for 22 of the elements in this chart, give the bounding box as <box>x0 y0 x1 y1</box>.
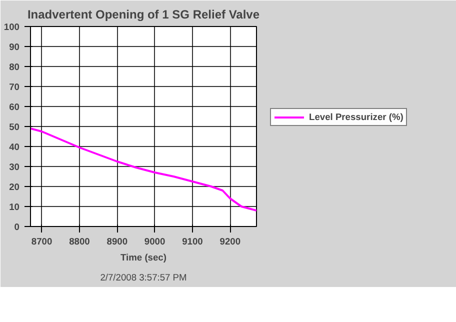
y-tick-label: 90 <box>9 42 20 52</box>
y-tick-label: 0 <box>14 222 20 232</box>
x-tick-label: 9100 <box>182 236 203 246</box>
y-tick-label: 20 <box>9 182 20 192</box>
y-tick-label: 40 <box>9 142 20 152</box>
line-series <box>30 128 256 212</box>
y-tick-label: 60 <box>9 102 20 112</box>
y-tick-label: 10 <box>9 202 20 212</box>
text: 2/7/2008 3:57:57 PM <box>100 272 187 282</box>
y-tick-label: 30 <box>9 162 20 172</box>
chart-title: Inadvertent Opening of 1 SG Relief Valve <box>27 8 260 22</box>
y-tick-label: 70 <box>9 82 20 92</box>
y-tick-label: 50 <box>9 122 20 132</box>
y-tick-label: 80 <box>9 62 20 72</box>
x-tick-label: 8900 <box>106 236 128 246</box>
legend-label: Level Pressurizer (%) <box>309 112 404 122</box>
x-tick-label: 9000 <box>144 236 166 246</box>
x-axis-title: Time (sec) <box>120 252 166 262</box>
y-tick-label: 100 <box>4 22 20 32</box>
x-tick-label: 8700 <box>31 236 52 246</box>
x-tick-label: 8800 <box>69 236 90 246</box>
x-tick-label: 9200 <box>220 236 241 246</box>
